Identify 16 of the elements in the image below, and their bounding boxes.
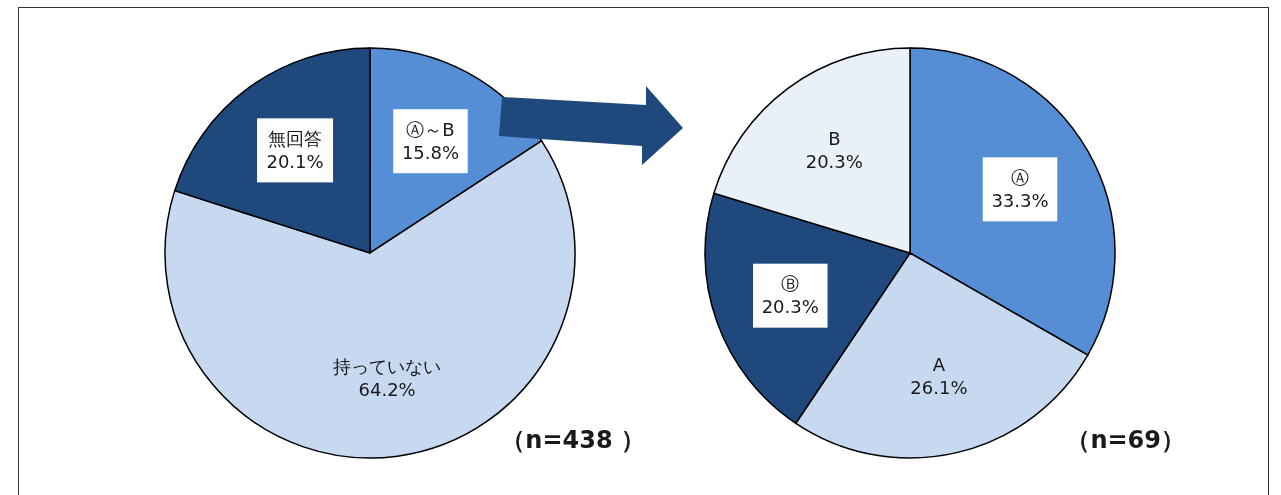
slice-label: 持っていない [333, 356, 442, 378]
slice-label: A [932, 354, 946, 376]
text: （n=438 ） [501, 425, 645, 454]
slice-label: B [828, 128, 841, 150]
data-label: 20.3% [761, 296, 819, 318]
data-label: 26.1% [910, 377, 968, 399]
data-label: 33.3% [991, 189, 1049, 211]
data-label: 20.1% [266, 150, 324, 172]
slice-label: Ⓐ [1011, 166, 1030, 188]
data-label: 64.2% [358, 379, 416, 401]
slice-label: Ⓑ [781, 273, 800, 295]
text: （n=69） [1066, 425, 1185, 454]
data-label: 20.3% [805, 151, 863, 173]
slice-label: 無回答 [268, 127, 323, 149]
slice-label: Ⓐ～B [406, 118, 455, 140]
data-label: 15.8% [401, 141, 460, 163]
